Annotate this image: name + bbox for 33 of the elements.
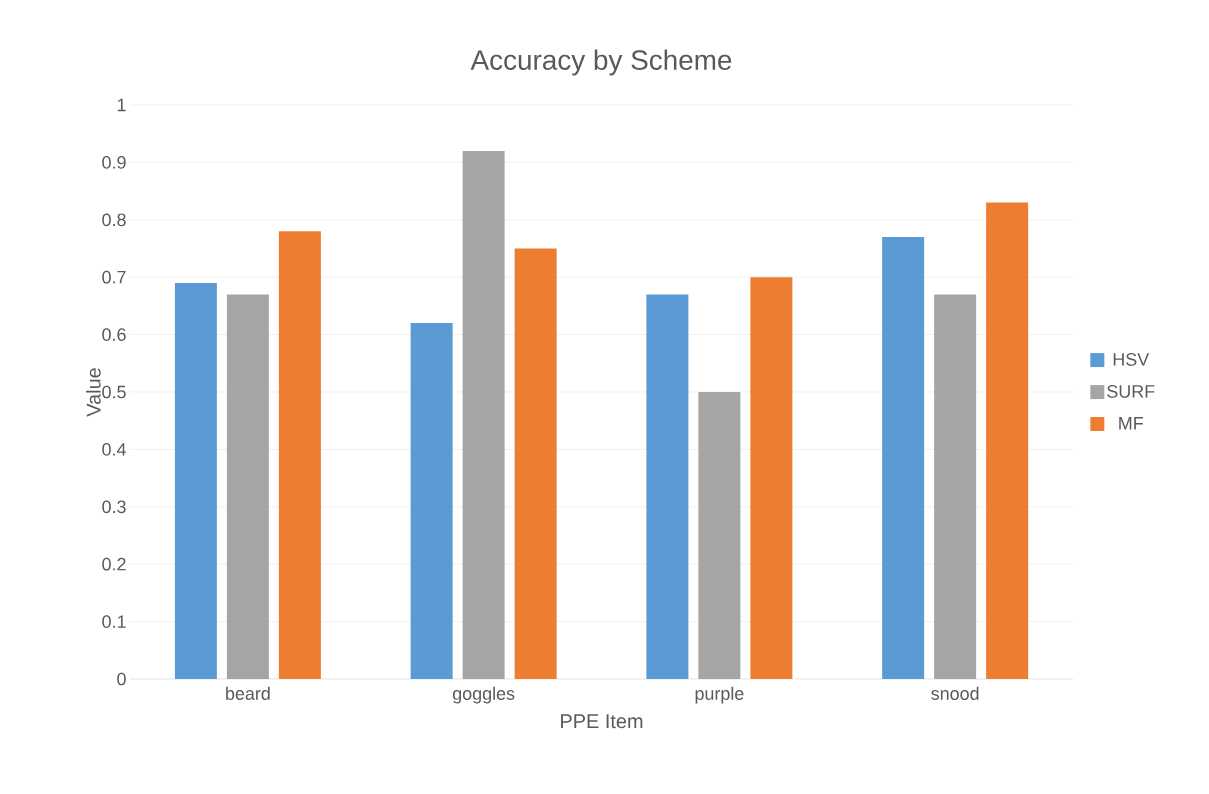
bar (514, 248, 557, 679)
bar (462, 150, 505, 679)
bar (882, 237, 925, 679)
y-tick-label: 0.9 (102, 156, 126, 169)
chart-title: Accuracy by Scheme (470, 49, 732, 76)
bar (750, 277, 793, 679)
bar (174, 282, 217, 679)
y-tick-label: 1 (117, 98, 126, 112)
legend-label: SURF (1107, 385, 1155, 398)
bar (934, 294, 977, 679)
bar (698, 391, 741, 679)
x-tick-label: beard (226, 686, 270, 700)
y-tick-label: 0.6 (102, 328, 126, 341)
x-tick-label: purple (695, 686, 744, 704)
y-tick-label: 0.4 (102, 443, 126, 456)
x-tick-label: snood (931, 686, 979, 700)
y-tick-label: 0.3 (102, 500, 126, 514)
bar (226, 294, 269, 679)
x-tick-label: goggles (452, 686, 515, 704)
x-axis-title: PPE Item (561, 714, 643, 729)
bar (986, 202, 1029, 679)
bar (410, 323, 453, 679)
bar (278, 231, 321, 679)
y-tick-label: 0.5 (102, 385, 126, 399)
y-tick-label: 0.2 (102, 557, 126, 571)
bar (646, 294, 689, 679)
y-axis-title: Value (86, 368, 101, 417)
y-tick-label: 0.7 (102, 270, 126, 284)
y-tick-label: 0 (117, 672, 126, 686)
y-tick-label: 0.8 (102, 213, 126, 227)
legend-label: HSV (1113, 353, 1150, 366)
legend-label: MF (1119, 417, 1143, 430)
y-tick-label: 0.1 (102, 615, 126, 628)
